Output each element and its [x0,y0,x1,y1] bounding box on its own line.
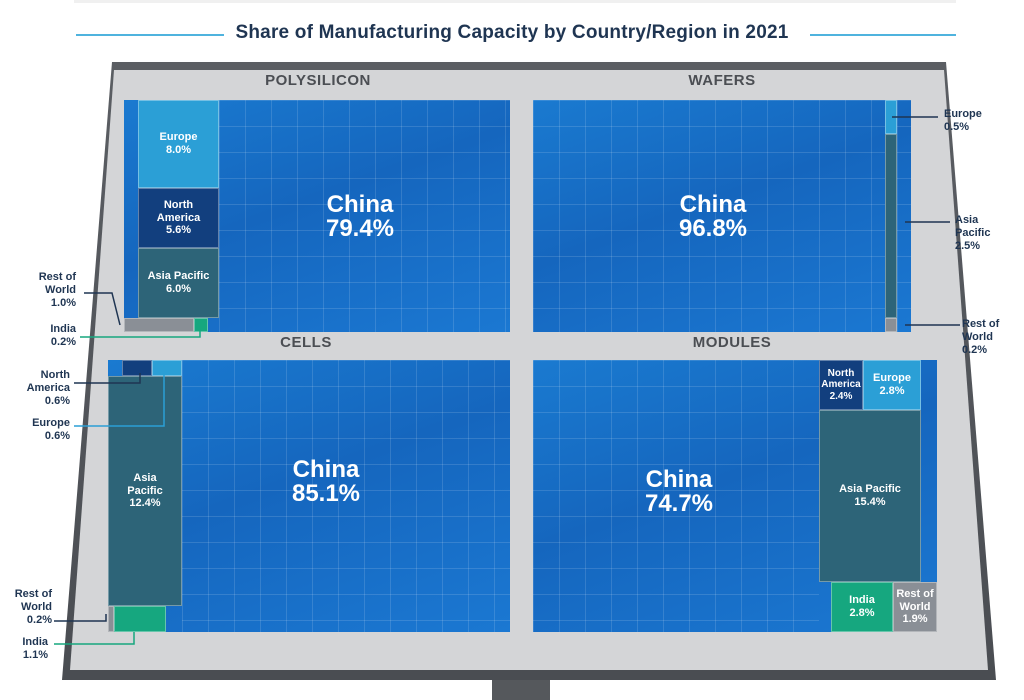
callout-cells-rest-of-world-value: 0.2% [26,614,52,627]
callout-cells-north-america-value: 0.6% [44,395,70,408]
poly-asia-pacific-cell: Asia Pacific 6.0% [138,248,219,318]
callout-poly-rest-of-world-value: 1.0% [50,297,76,310]
panel-modules: North America 2.4% Europe 2.8% Asia Paci… [533,360,937,632]
wafers-china-label-group: China 96.8% [653,193,773,241]
modules-asia-pacific-cell: Asia Pacific 15.4% [819,410,921,582]
title-line-left [76,34,224,36]
callout-cells-india-label: India [22,636,48,648]
modules-asia-pacific-label: Asia Pacific [839,483,901,496]
modules-europe-value: 2.8% [879,385,905,397]
wafers-asia-pacific-cell [885,134,897,318]
poly-north-america-label: North America [156,199,201,224]
callout-cells-north-america: North America 0.6% [6,369,70,409]
panel-title-wafers: WAFERS [688,72,756,89]
cells-india-cell [114,606,166,632]
modules-india-value: 2.8% [849,607,875,619]
callout-poly-india-label: India [50,323,76,335]
cells-north-america-cell [122,360,152,376]
callout-wafers-europe: Europe 0.5% [944,108,1004,134]
poly-north-america-value: 5.6% [165,224,192,237]
modules-india-cell: India 2.8% [831,582,893,632]
modules-china-label-group: China 74.7% [619,468,739,516]
modules-rest-of-world-value: 1.9% [902,613,928,626]
wafers-china-value: 96.8% [678,215,748,242]
modules-europe-cell: Europe 2.8% [863,360,921,410]
poly-europe-label: Europe [159,131,198,144]
modules-north-america-cell: North America 2.4% [819,360,863,410]
poly-india-cell [194,318,208,332]
cells-asia-pacific-cell: Asia Pacific 12.4% [108,376,182,606]
poly-china-label-group: China 79.4% [300,193,420,241]
poly-rest-of-world-cell [124,318,194,332]
callout-cells-europe: Europe 0.6% [6,417,70,443]
chart-title: Share of Manufacturing Capacity by Count… [235,22,789,43]
modules-asia-pacific-value: 15.4% [854,496,886,508]
poly-asia-pacific-value: 6.0% [165,283,192,295]
solar-panel-stand [492,680,550,700]
modules-china-value: 74.7% [644,490,714,517]
callout-cells-europe-label: Europe [32,417,70,429]
panel-title-modules: MODULES [692,334,772,351]
wafers-china-label: China [679,191,747,218]
modules-india-label: India [849,594,875,607]
callout-wafers-rest-of-world: Rest of World 0.2% [962,318,1018,358]
modules-china-label: China [645,466,713,493]
callout-wafers-asia-pacific-label: Asia Pacific [955,214,991,240]
callout-cells-india-value: 1.1% [22,649,48,662]
cells-asia-pacific-value: 12.4% [129,497,161,510]
top-divider [74,0,956,3]
poly-china-value: 79.4% [325,215,395,242]
cells-europe-cell [152,360,182,376]
callout-poly-rest-of-world-label: Rest of World [38,271,76,297]
modules-europe-label: Europe [873,372,911,385]
callout-poly-india-value: 0.2% [50,336,76,349]
panel-wafers: China 96.8% [533,100,911,332]
modules-rest-of-world-label: Rest of World [896,588,934,613]
cells-asia-pacific-label: Asia Pacific [127,472,163,497]
cells-china-label: China [292,456,360,483]
callout-wafers-rest-of-world-value: 0.2% [962,344,988,357]
title-line-right [810,34,956,36]
callout-wafers-rest-of-world-label: Rest of World [962,318,1000,344]
panel-title-cells: CELLS [280,334,332,351]
callout-cells-rest-of-world: Rest of World 0.2% [4,588,52,628]
cells-china-value: 85.1% [291,480,361,507]
poly-china-label: China [326,191,394,218]
cells-china-label-group: China 85.1% [266,458,386,506]
poly-north-america-cell: North America 5.6% [138,188,219,248]
panel-title-polysilicon: POLYSILICON [265,72,371,89]
modules-north-america-value: 2.4% [829,390,853,402]
callout-poly-rest-of-world: Rest of World 1.0% [10,271,76,311]
wafers-rest-of-world-cell [885,318,897,332]
panel-cells: Asia Pacific 12.4% China 85.1% [108,360,510,632]
callout-wafers-asia-pacific-value: 2.5% [955,240,981,253]
callout-cells-europe-value: 0.6% [44,430,70,443]
modules-north-america-label: North America [821,367,861,391]
callout-cells-india: India 1.1% [4,636,48,662]
callout-wafers-europe-value: 0.5% [944,121,970,134]
callout-wafers-asia-pacific: Asia Pacific 2.5% [955,214,1015,254]
callout-cells-rest-of-world-label: Rest of World [14,588,52,614]
callout-cells-north-america-label: North America [26,369,70,395]
poly-europe-cell: Europe 8.0% [138,100,219,188]
panel-polysilicon: Europe 8.0% North America 5.6% Asia Paci… [124,100,510,332]
wafers-europe-cell [885,100,897,134]
callout-poly-india: India 0.2% [10,323,76,349]
callout-wafers-europe-label: Europe [944,108,982,120]
poly-asia-pacific-label: Asia Pacific [147,270,210,283]
cells-rest-of-world-cell [108,606,114,632]
modules-rest-of-world-cell: Rest of World 1.9% [893,582,937,632]
poly-europe-value: 8.0% [165,144,192,156]
